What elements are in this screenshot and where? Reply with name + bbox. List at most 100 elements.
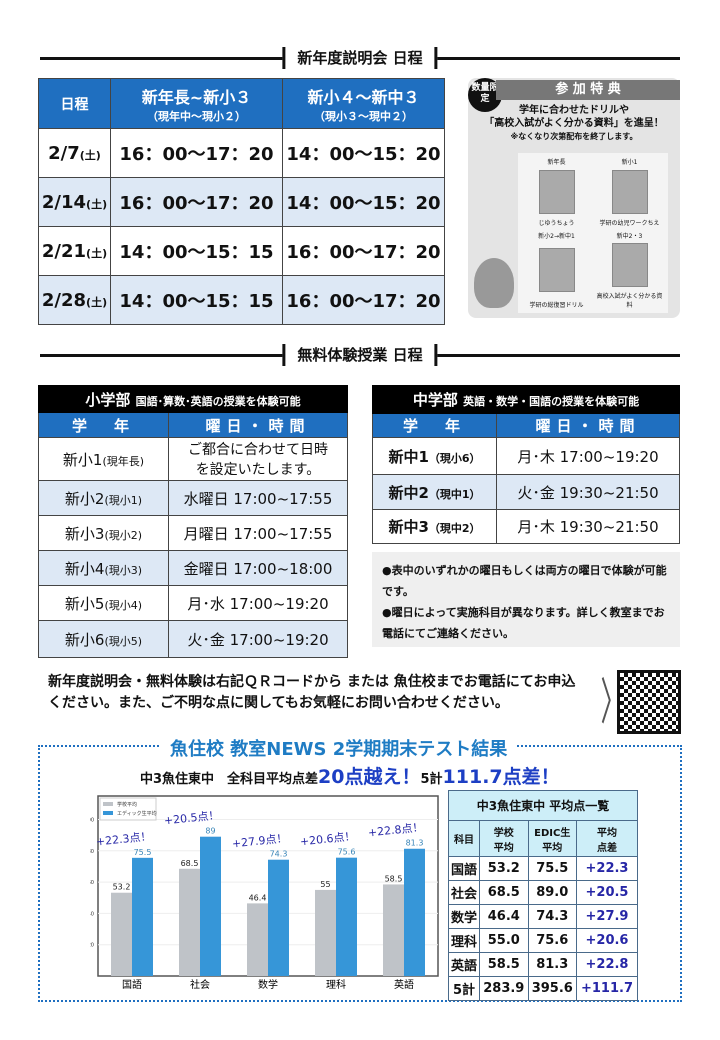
bar-value-label: 53.2 [113,883,131,892]
trial-notes: ●表中のいずれかの曜日もしくは両方の曜日で体験が可能です。 ●曜日によって実施科目… [372,552,680,647]
grade-cell: 新小4(現小3) [38,550,169,586]
bar-school-average [111,892,132,976]
bar-value-label: 58.5 [385,874,403,883]
score-bar-chart: 20 40 60 80 100 53.2 75.5 国語 +22.3点！ 68.5 89 社会 +20.… [90,795,439,991]
bar-edic-average [336,857,357,976]
x-tick-label: 英語 [394,978,414,991]
x-tick-label: 理科 [326,978,346,991]
schedule-row: 2/14(土) 16：00〜17：20 14：00〜15：20 [38,177,445,227]
legend-label: エディック生平均 [117,810,157,817]
bar-value-label: 68.5 [181,859,199,868]
avg-row: 5計 283.9 395.6 +111.7 [447,976,639,1001]
bar-edic-average [132,857,153,976]
bonus-item: 新小2→新中1 学研の総復習ドリル [529,232,584,310]
time-cell: 14：00〜15：20 [282,177,445,227]
schedule-row: 2/7(土) 16：00〜17：20 14：00〜15：20 [38,128,445,178]
news-subtitle: 中3魚住東中 全科目平均点差20点越え！5計111.7点差！ [140,766,560,788]
time-cell: 16：00〜17：20 [282,226,445,276]
bar-school-average [383,884,404,976]
qr-code[interactable] [617,670,681,734]
y-tick-label: 40 [90,911,94,917]
bar-value-label: 74.3 [270,850,288,859]
avg-row: 社会 68.5 89.0 +20.5 [447,880,639,905]
x-tick-label: 国語 [122,978,142,991]
time-cell: 月曜日 17:00~17:55 [168,515,348,551]
time-cell: 16：00〜17：20 [282,275,445,325]
grade-cell: 新小6(現小5) [38,620,169,658]
legend-swatch [103,811,113,815]
trial-row: 新小3(現小2) 月曜日 17:00~17:55 [38,515,348,551]
legend-label: 学校平均 [117,801,137,808]
avg-row: 英語 58.5 81.3 +22.8 [447,952,639,977]
x-tick-label: 社会 [190,978,210,991]
time-cell: 火･金 19:30~21:50 [496,474,680,510]
average-score-table: 中3魚住東中 平均点一覧 科目 学校 平均 EDIC生 平均 平均 点差 国語 53.2… [447,790,639,1001]
time-cell: ご都合に合わせて日時を設定いたします。 [168,437,348,481]
avg-row: 理科 55.0 75.6 +20.6 [447,928,639,953]
junior-trial-table: 中学部 英語・数学・国語の授業を体験可能 学 年曜日・時間 新中1（現小6） 月･… [372,385,680,544]
grade-cell: 新小5(現小4) [38,585,169,621]
bar-edic-average [200,836,221,976]
grade-cell: 新中1（現小6） [372,437,497,475]
y-tick-label: 100 [90,817,94,823]
avg-row: 数学 46.4 74.3 +27.9 [447,904,639,929]
bar-value-label: 46.4 [249,893,267,902]
time-cell: 火･金 17:00~19:20 [168,620,348,658]
time-cell: 月･水 17:00~19:20 [168,585,348,621]
elementary-trial-table: 小学部 国語･算数･英語の授業を体験可能 学 年曜日・時間 新小1(現年長) ご都… [38,385,348,658]
grade-cell: 新中2（現中1） [372,474,497,510]
trial-row: 新小4(現小3) 金曜日 17:00~18:00 [38,550,348,586]
section-header-trial: 無料体験授業 日程 [40,344,680,366]
legend [99,797,157,821]
time-cell: 14：00〜15：15 [110,275,283,325]
grade-cell: 新小3(現小2) [38,515,169,551]
bar-edic-average [404,848,425,976]
news-title: 魚住校 教室NEWS 2学期期末テスト結果 [160,735,518,761]
briefing-schedule-table: 日程 新年長~新小３ （現年中～現小２） 新小４～新中３ （現小３～現中２） 2/7… [38,78,445,325]
difference-annotation: +20.6点！ [299,830,356,849]
difference-annotation: +22.8点！ [367,821,424,840]
mascot-image [474,258,514,308]
schedule-row: 2/28(土) 14：00〜15：15 16：00〜17：20 [38,275,445,325]
bar-school-average [315,889,336,976]
time-cell: 14：00〜15：15 [110,226,283,276]
trial-row: 新小2(現小1) 水曜日 17:00~17:55 [38,480,348,516]
difference-annotation: +22.3点！ [95,830,152,849]
schedule-row: 2/21(土) 14：00〜15：15 16：00〜17：20 [38,226,445,276]
time-cell: 16：00〜17：20 [110,177,283,227]
contact-text: 新年度説明会・無料体験は右記ＱＲコードから または 魚住校までお電話にてお申込く… [48,674,576,711]
avg-row: 国語 53.2 75.5 +22.3 [447,856,639,881]
bonus-item: 新年長 じゆうちょう [538,159,575,227]
bonus-items-grid: 新年長 じゆうちょう 新小1 学研の幼児ワークちえ 新小2→新中1 学研の総復習ドリル 新中… [518,153,668,313]
time-cell: 金曜日 17:00~18:00 [168,550,348,586]
bar-edic-average [268,859,289,976]
section-header-briefing: 新年度説明会 日程 [40,47,680,69]
bar-value-label: 89 [205,827,215,836]
grade-cell: 新小2(現小1) [38,480,169,516]
trial-row: 新小5(現小4) 月･水 17:00~19:20 [38,585,348,621]
book-image [538,169,575,214]
bonus-item: 新小1 学研の幼児ワークちえ [599,159,660,227]
bar-school-average [247,903,268,976]
trial-row: 新小6(現小5) 火･金 17:00~19:20 [38,620,348,658]
legend-swatch [103,802,113,806]
bar-value-label: 75.5 [134,848,152,857]
trial-row: 新中1（現小6） 月･木 17:00~19:20 [372,437,680,475]
x-tick-label: 数学 [258,978,278,991]
time-cell: 水曜日 17:00~17:55 [168,480,348,516]
trial-row: 新小1(現年長) ご都合に合わせて日時を設定いたします。 [38,437,348,481]
trial-row: 新中3（現中2） 月･木 19:30~21:50 [372,509,680,544]
date-cell: 2/7(土) [38,128,111,178]
bonus-item: 新中2・3 高校入試がよく分かる資料 [596,232,663,310]
trial-row: 新中2（現中1） 火･金 19:30~21:50 [372,474,680,510]
time-cell: 月･木 19:30~21:50 [496,509,680,544]
difference-annotation: +27.9点！ [231,832,288,851]
bar-value-label: 81.3 [406,839,424,848]
time-cell: 16：00〜17：20 [110,128,283,178]
grade-cell: 新中3（現中2） [372,509,497,544]
difference-annotation: +20.5点！ [163,809,220,828]
book-image [611,243,648,288]
y-tick-label: 60 [90,880,94,886]
time-cell: 月･木 17:00~19:20 [496,437,680,475]
y-tick-label: 80 [90,849,94,855]
